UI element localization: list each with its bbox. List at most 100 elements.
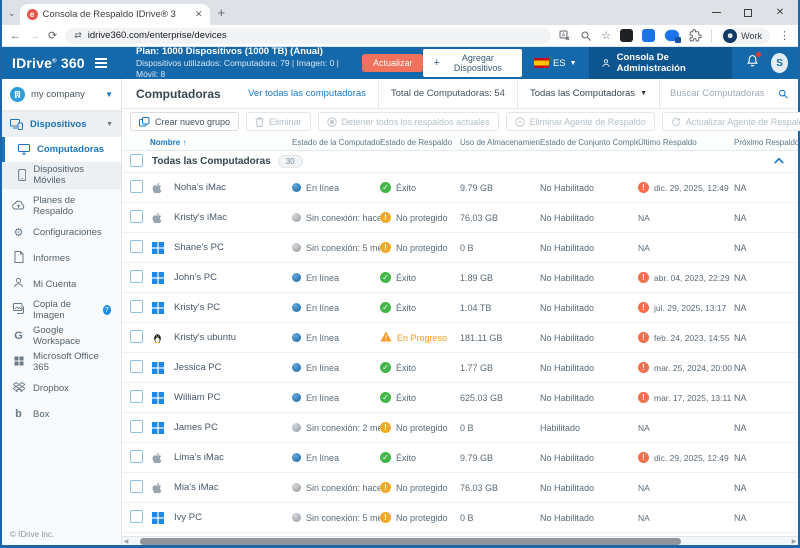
delete-button[interactable]: Eliminar <box>246 112 311 131</box>
row-checkbox[interactable] <box>130 390 143 403</box>
backup-status: No protegido <box>396 483 448 493</box>
row-checkbox[interactable] <box>130 210 143 223</box>
scroll-right-icon[interactable]: ▶ <box>790 538 798 545</box>
notifications-bell-icon[interactable] <box>746 54 759 72</box>
create-group-button[interactable]: Crear nuevo grupo <box>130 112 239 131</box>
row-checkbox[interactable] <box>130 480 143 493</box>
window-close-button[interactable]: ✕ <box>774 7 786 18</box>
computer-status: En línea <box>306 273 339 283</box>
row-checkbox[interactable] <box>130 360 143 373</box>
device-name[interactable]: Kristy's PC <box>174 302 292 313</box>
device-name[interactable]: John's PC <box>174 272 292 283</box>
url-bar[interactable]: ⇄ idrive360.com/enterprise/devices <box>65 28 551 44</box>
row-checkbox[interactable] <box>130 420 143 433</box>
backup-status: No protegido <box>396 423 448 433</box>
column-name[interactable]: Nombre ↑ <box>130 138 292 147</box>
sidebar-item-google-workspace[interactable]: G Google Workspace <box>2 323 121 349</box>
extension-icon-1[interactable] <box>620 29 633 42</box>
collapse-group-icon[interactable] <box>774 156 798 167</box>
reload-icon[interactable]: ⟳ <box>48 29 57 42</box>
extensions-puzzle-icon[interactable] <box>689 29 702 42</box>
column-next-backup[interactable]: Próximo Respaldo <box>734 138 798 147</box>
row-checkbox[interactable] <box>130 300 143 313</box>
site-settings-icon[interactable]: ⇄ <box>74 30 82 41</box>
column-storage[interactable]: Uso de Almacenamiento <box>460 138 540 147</box>
column-last-backup[interactable]: Último Respaldo <box>638 138 734 147</box>
row-checkbox[interactable] <box>130 510 143 523</box>
sidebar-item-box[interactable]: b Box <box>2 401 121 427</box>
new-tab-button[interactable]: + <box>218 5 226 20</box>
search-icon[interactable] <box>778 88 788 100</box>
hamburger-menu-icon[interactable] <box>95 58 107 68</box>
alert-icon: ! <box>638 332 649 343</box>
sidebar-item-backup-plans[interactable]: Planes de Respaldo <box>2 193 121 219</box>
row-checkbox[interactable] <box>130 240 143 253</box>
remove-agent-button[interactable]: Eliminar Agente de Respaldo <box>506 112 655 131</box>
table-row: Jessica PC En línea ✓Éxito 1.77 GB No Ha… <box>122 353 798 383</box>
translate-icon[interactable]: A <box>559 30 571 42</box>
device-name[interactable]: Kristy's ubuntu <box>174 332 292 343</box>
sidebar-item-dropbox[interactable]: Dropbox <box>2 375 121 401</box>
device-name[interactable]: Mia's iMac <box>174 482 292 493</box>
device-name[interactable]: Shane's PC <box>174 242 292 253</box>
upgrade-button[interactable]: Actualizar <box>362 54 424 72</box>
stop-backups-button[interactable]: Detener todos los respaldos actuales <box>318 112 499 131</box>
row-checkbox[interactable] <box>130 330 143 343</box>
group-row: Todas las Computadoras 30 <box>122 151 798 173</box>
row-checkbox[interactable] <box>130 450 143 463</box>
sidebar-item-image-clone[interactable]: Copia de Imagen ? <box>2 297 121 323</box>
main-content: Computadoras Ver todas las computadoras … <box>122 79 798 545</box>
sidebar-item-microsoft-365[interactable]: Microsoft Office 365 <box>2 349 121 375</box>
sidebar-item-my-account[interactable]: Mi Cuenta <box>2 271 121 297</box>
help-badge-icon[interactable]: ? <box>103 305 112 315</box>
horizontal-scrollbar[interactable]: ◀ ▶ <box>122 536 798 545</box>
device-name[interactable]: Noha's iMac <box>174 182 292 193</box>
browser-tab[interactable]: e Consola de Respaldo IDrive® 3 ✕ <box>20 4 210 25</box>
sidebar-item-reports[interactable]: Informes <box>2 245 121 271</box>
tab-close-icon[interactable]: ✕ <box>195 9 203 20</box>
full-set-status: Habilitado <box>540 423 638 433</box>
scroll-left-icon[interactable]: ◀ <box>122 538 130 545</box>
device-name[interactable]: Ivy PC <box>174 512 292 523</box>
column-computer-status[interactable]: Estado de la Computadora <box>292 138 380 147</box>
window-minimize-button[interactable] <box>710 12 722 13</box>
window-maximize-button[interactable] <box>742 9 754 17</box>
backup-status: En Progreso <box>397 333 447 343</box>
device-name[interactable]: James PC <box>174 422 292 433</box>
device-name[interactable]: Lima's iMac <box>174 452 292 463</box>
extension-icon-2[interactable] <box>642 29 655 42</box>
extension-icon-3[interactable] <box>664 29 680 42</box>
language-selector[interactable]: ES ▼ <box>534 58 577 69</box>
admin-console-button[interactable]: Consola De Administración <box>589 47 733 79</box>
column-full-set[interactable]: Estado de Conjunto Completo <box>540 138 638 147</box>
alert-icon: ! <box>638 362 649 373</box>
search-input[interactable] <box>670 88 772 99</box>
alert-icon: ! <box>638 302 649 313</box>
row-checkbox[interactable] <box>130 270 143 283</box>
computers-filter-dropdown[interactable]: Todas las Computadoras ▼ <box>518 88 659 99</box>
device-name[interactable]: Kristy's iMac <box>174 212 292 223</box>
sidebar-item-devices[interactable]: Dispositivos ▼ <box>2 111 121 137</box>
update-agent-button[interactable]: Actualizar Agente de Respaldo <box>662 112 800 131</box>
company-selector[interactable]: my company ▼ <box>2 79 121 111</box>
forward-icon[interactable]: → <box>29 30 40 42</box>
scrollbar-thumb[interactable] <box>140 538 681 545</box>
sidebar-item-settings[interactable]: ⚙ Configuraciones <box>2 219 121 245</box>
bookmark-star-icon[interactable]: ☆ <box>601 29 611 42</box>
add-devices-button[interactable]: +Agregar Dispositivos <box>423 49 521 77</box>
device-name[interactable]: Jessica PC <box>174 362 292 373</box>
browser-menu-icon[interactable]: ⋮ <box>779 29 790 42</box>
next-backup: NA <box>734 213 798 223</box>
group-checkbox[interactable] <box>130 154 143 167</box>
row-checkbox[interactable] <box>130 180 143 193</box>
back-icon[interactable]: ← <box>10 30 21 42</box>
view-all-computers-link[interactable]: Ver todas las computadoras <box>236 88 378 99</box>
browser-profile-chip[interactable]: ☻ Work <box>721 28 770 44</box>
device-name[interactable]: William PC <box>174 392 292 403</box>
column-backup-status[interactable]: Estado de Respaldo <box>380 138 460 147</box>
search-page-icon[interactable] <box>580 30 592 42</box>
tab-search-chevron-icon[interactable]: ⌄ <box>8 8 16 19</box>
sidebar-item-mobile-devices[interactable]: Dispositivos Móviles <box>2 162 121 187</box>
user-avatar[interactable]: S <box>771 53 788 73</box>
sidebar-item-computers[interactable]: Computadoras <box>2 137 121 162</box>
